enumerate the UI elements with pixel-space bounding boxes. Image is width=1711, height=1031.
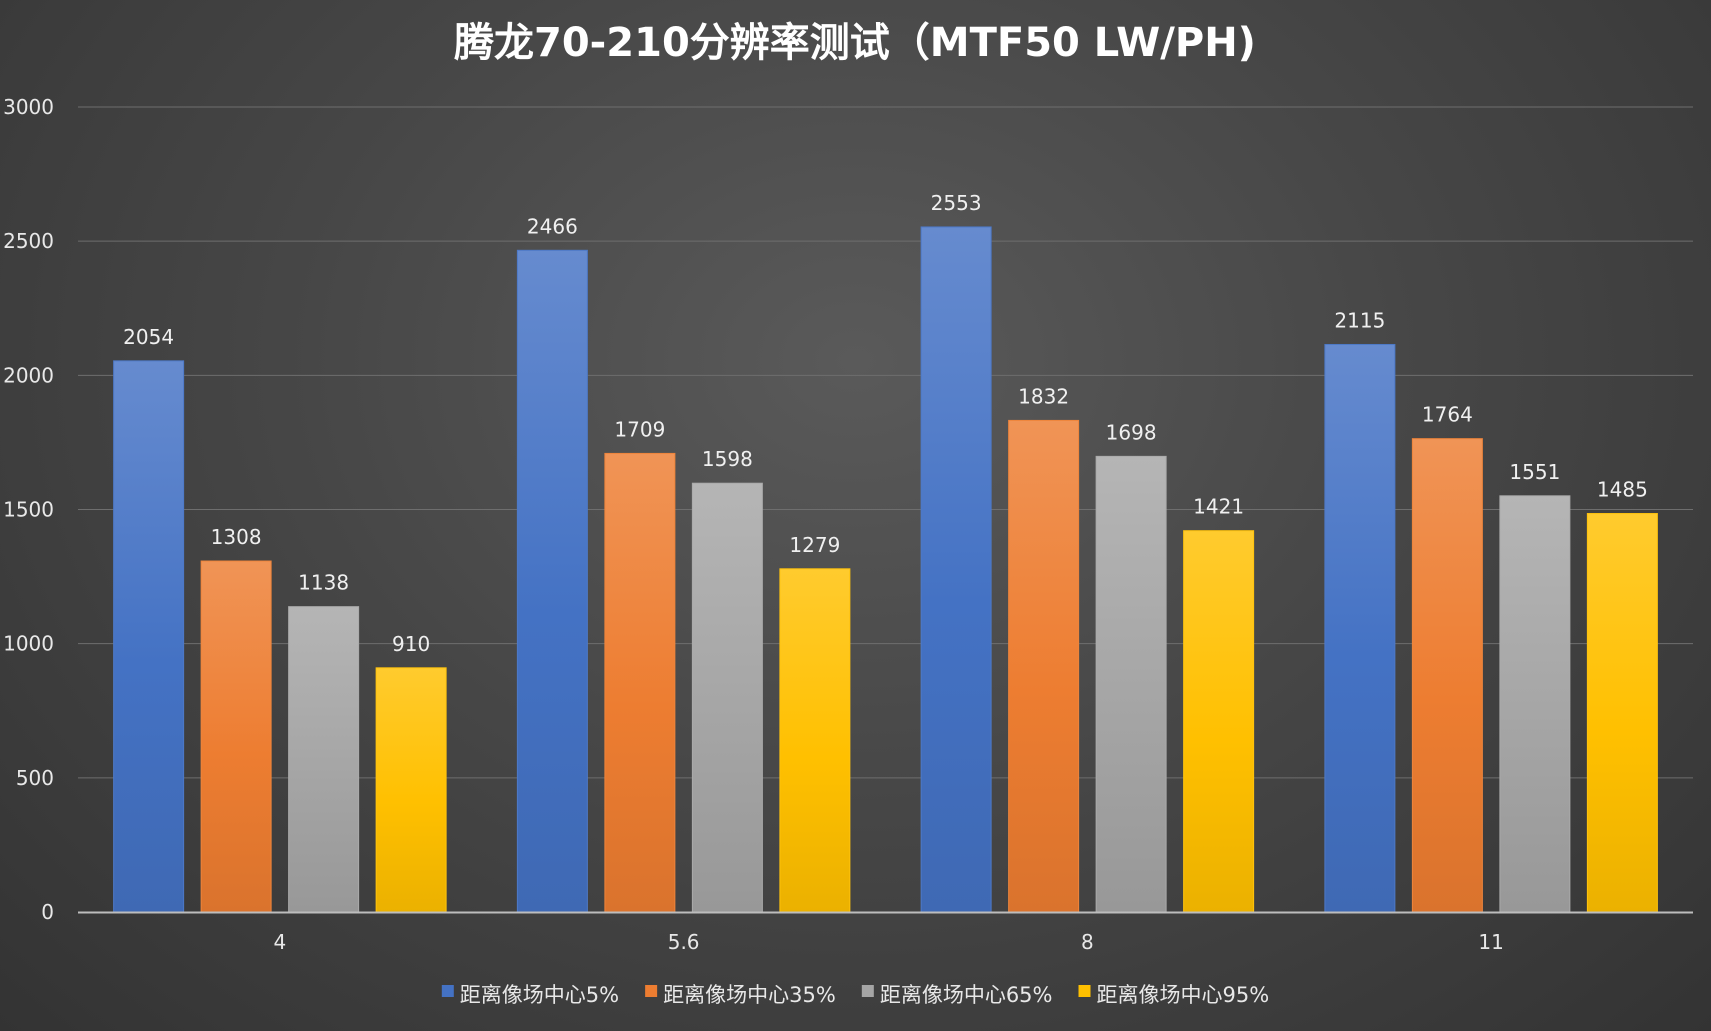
- bar: [1008, 419, 1080, 913]
- bar: [691, 482, 763, 913]
- data-label: 1485: [1597, 478, 1648, 502]
- data-label: 1598: [702, 447, 753, 471]
- legend: 距离像场中心5% 距离像场中心35% 距离像场中心65% 距离像场中心95%: [441, 983, 1270, 1007]
- bar: [288, 606, 360, 913]
- y-axis: 0 500 1000 1500 2000 2500 3000: [3, 95, 54, 924]
- bar: [920, 226, 992, 913]
- y-tick-label: 2000: [3, 363, 54, 387]
- data-label: 1279: [789, 533, 840, 557]
- y-tick-label: 0: [41, 900, 54, 924]
- data-label: 2054: [123, 325, 174, 349]
- x-tick-label: 4: [274, 930, 287, 954]
- bar: [604, 452, 676, 913]
- bar: [779, 568, 851, 913]
- data-label: 1709: [614, 417, 665, 441]
- data-label: 1308: [211, 525, 262, 549]
- bar: [1095, 455, 1167, 913]
- legend-item: 距离像场中心5%: [441, 983, 619, 1007]
- bar: [1586, 513, 1658, 913]
- bar: [1324, 343, 1396, 913]
- bar: [113, 360, 185, 913]
- x-tick-label: 8: [1081, 930, 1094, 954]
- data-label: 1421: [1193, 495, 1244, 519]
- legend-item: 距离像场中心65%: [861, 983, 1053, 1007]
- legend-item: 距离像场中心35%: [645, 983, 836, 1007]
- data-label: 1764: [1422, 403, 1473, 427]
- data-label: 1832: [1018, 384, 1069, 408]
- data-label: 1551: [1509, 460, 1560, 484]
- bar: [1411, 438, 1483, 913]
- legend-swatch: [441, 985, 454, 997]
- y-tick-label: 1500: [3, 498, 54, 522]
- legend-label: 距离像场中心65%: [880, 983, 1053, 1007]
- data-label: 2115: [1334, 308, 1385, 332]
- legend-label: 距离像场中心35%: [663, 983, 836, 1007]
- x-tick-label: 11: [1478, 930, 1503, 954]
- data-label: 2553: [931, 191, 982, 215]
- chart-title: 腾龙70-210分辨率测试（MTF50 LW/PH): [454, 20, 1256, 66]
- data-label: 1138: [298, 571, 349, 595]
- bar: [200, 560, 272, 913]
- legend-label: 距离像场中心5%: [460, 983, 619, 1007]
- data-label: 2466: [527, 214, 578, 238]
- legend-item: 距离像场中心95%: [1078, 983, 1270, 1007]
- y-tick-label: 500: [16, 766, 54, 790]
- data-label: 910: [392, 632, 430, 656]
- data-label: 1698: [1106, 420, 1157, 444]
- bar: [375, 667, 447, 913]
- legend-swatch: [645, 985, 658, 997]
- legend-swatch: [1078, 985, 1091, 997]
- bars: [113, 226, 1658, 913]
- bar: [1183, 530, 1255, 913]
- y-tick-label: 1000: [3, 632, 54, 656]
- y-tick-label: 3000: [3, 95, 54, 119]
- bar: [1499, 495, 1571, 913]
- x-tick-label: 5.6: [668, 930, 700, 954]
- y-tick-label: 2500: [3, 229, 54, 253]
- legend-swatch: [861, 985, 874, 997]
- legend-label: 距离像场中心95%: [1097, 983, 1270, 1007]
- bar: [516, 249, 588, 913]
- x-axis: 4 5.6 8 11: [78, 911, 1693, 954]
- data-labels: 2054 1308 1138 910 2466 1709 1598 1279 2553 1832 1…: [123, 191, 1648, 656]
